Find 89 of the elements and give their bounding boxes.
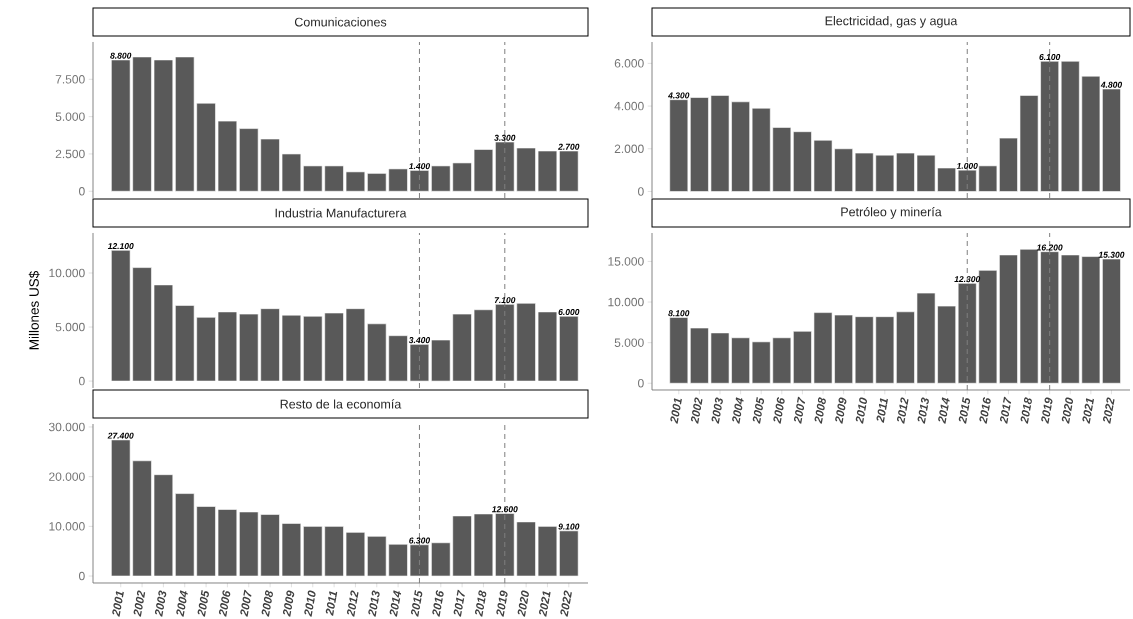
- y-axis-title: Millones US$: [28, 270, 40, 350]
- y-tick-label: 20.000: [49, 472, 85, 481]
- y-tick-label: 10.000: [49, 522, 85, 531]
- x-tick-label: 2014: [389, 590, 402, 617]
- x-tick-label: 2002: [690, 397, 703, 424]
- x-tick-label: 2015: [410, 589, 423, 617]
- x-tick-label: 2007: [240, 589, 252, 617]
- data-label: 12.100: [107, 243, 134, 250]
- y-tick-label: 0: [638, 379, 644, 388]
- data-label: 8.800: [110, 52, 132, 59]
- x-tick-label: 2012: [346, 590, 359, 617]
- x-tick-label: 2008: [261, 590, 273, 617]
- data-label: 12.600: [491, 506, 518, 513]
- y-tick-label: 0: [79, 571, 85, 581]
- x-tick-label: 2011: [876, 398, 888, 423]
- x-tick-label: 2020: [1061, 397, 1074, 424]
- y-tick-label: 2.500: [55, 149, 85, 159]
- x-tick-label: 2005: [197, 589, 209, 617]
- y-tick-label: 0: [638, 187, 644, 196]
- x-tick-label: 2020: [517, 590, 529, 617]
- x-tick-label: 2009: [835, 397, 847, 424]
- x-tick-label: 2003: [711, 397, 723, 424]
- y-tick-label: 5.000: [614, 338, 644, 347]
- x-tick-label: 2015: [958, 396, 971, 424]
- y-tick-label: 6.000: [614, 59, 644, 68]
- data-label: 4.300: [668, 92, 690, 99]
- data-label: 1.400: [408, 163, 430, 170]
- x-tick-label: 2014: [938, 397, 950, 424]
- y-tick-label: 5.000: [55, 322, 85, 332]
- x-tick-label: 2021: [539, 591, 551, 617]
- x-tick-label: 2005: [752, 396, 765, 424]
- x-tick-label: 2012: [896, 397, 909, 424]
- x-tick-label: 2007: [793, 396, 806, 424]
- x-tick-label: 2019: [1041, 397, 1053, 424]
- y-tick-label: 4.000: [614, 101, 644, 111]
- x-tick-label: 2004: [732, 397, 744, 424]
- y-tick-label: 5.000: [55, 112, 85, 121]
- x-tick-label: 2004: [176, 590, 188, 617]
- x-tick-label: 2002: [133, 590, 146, 617]
- x-tick-label: 2022: [560, 590, 572, 617]
- x-tick-label: 2001: [670, 398, 682, 424]
- y-tick-label: 30.000: [48, 422, 85, 432]
- y-tick-label: 10.000: [608, 297, 644, 307]
- y-tick-label: 15.000: [608, 257, 644, 266]
- x-tick-label: 2017: [999, 396, 1012, 424]
- data-label: 7.100: [494, 297, 516, 304]
- data-label: 3.400: [408, 337, 430, 344]
- chart-title: Comunicaciones: [294, 17, 387, 27]
- data-label: 4.800: [1100, 81, 1123, 88]
- data-label: 27.400: [107, 432, 134, 439]
- x-tick-label: 2010: [304, 590, 316, 617]
- x-tick-label: 2021: [1082, 398, 1094, 424]
- x-tick-label: 2016: [979, 397, 991, 424]
- x-tick-label: 2018: [1020, 397, 1032, 424]
- chart-title: Resto de la economía: [280, 399, 402, 409]
- data-label: 6.000: [558, 309, 580, 316]
- data-label: 12.300: [954, 276, 981, 283]
- data-label: 9.100: [558, 523, 580, 530]
- data-label: 8.100: [668, 310, 690, 317]
- chart-title: Electricidad, gas y agua: [825, 16, 958, 28]
- x-tick-label: 2017: [453, 589, 465, 617]
- x-tick-label: 2008: [814, 397, 826, 424]
- chart-title: Industria Manufacturera: [275, 208, 407, 218]
- x-tick-label: 2009: [282, 590, 295, 617]
- x-tick-label: 2006: [773, 397, 785, 424]
- x-tick-label: 2019: [496, 590, 508, 617]
- y-tick-label: 10.000: [49, 268, 85, 278]
- x-tick-label: 2001: [112, 591, 124, 617]
- x-tick-label: 2022: [1103, 397, 1115, 424]
- x-tick-label: 2018: [475, 590, 487, 617]
- x-tick-label: 2013: [917, 397, 929, 424]
- y-tick-label: 2.000: [614, 144, 644, 154]
- x-tick-label: 2016: [432, 590, 444, 617]
- data-label: 2.700: [558, 143, 580, 150]
- x-tick-label: 2003: [154, 590, 167, 617]
- data-label: 16.200: [1036, 244, 1063, 251]
- data-label: 3.300: [494, 134, 516, 141]
- y-tick-label: 0: [79, 187, 85, 196]
- y-tick-label: 0: [79, 376, 85, 386]
- data-label: 1.000: [956, 162, 978, 169]
- chart-title: Petróleo y minería: [841, 207, 942, 219]
- x-tick-label: 2013: [368, 590, 380, 617]
- y-tick-label: 7.500: [55, 75, 85, 84]
- x-tick-label: 2011: [325, 591, 338, 616]
- x-tick-label: 2006: [218, 590, 231, 617]
- data-label: 15.300: [1098, 251, 1125, 258]
- data-label: 6.100: [1039, 54, 1061, 61]
- x-tick-label: 2010: [855, 397, 868, 424]
- data-label: 6.300: [409, 537, 430, 544]
